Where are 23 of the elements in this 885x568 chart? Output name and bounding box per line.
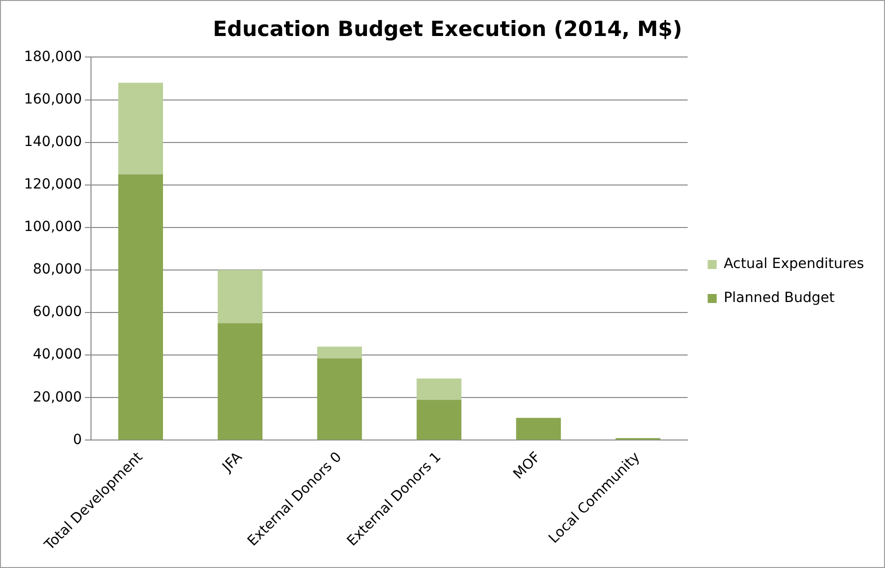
y-tick-label: 160,000 bbox=[24, 91, 82, 108]
y-tick-label: 120,000 bbox=[24, 176, 82, 193]
y-tick-label: 80,000 bbox=[32, 262, 82, 278]
bar bbox=[218, 270, 262, 324]
y-tick-label: 60,000 bbox=[32, 304, 82, 320]
legend-label: Actual Expenditures bbox=[724, 256, 864, 272]
y-tick-label: 180,000 bbox=[24, 48, 82, 65]
x-tick-label: JFA bbox=[218, 448, 246, 476]
bar bbox=[416, 400, 462, 440]
y-tick-label: 100,000 bbox=[24, 219, 82, 236]
y-tick-label: 20,000 bbox=[32, 389, 82, 406]
y-tick-label: 140,000 bbox=[24, 134, 82, 150]
bar bbox=[118, 174, 164, 440]
bar bbox=[317, 358, 362, 440]
bar bbox=[218, 323, 262, 440]
bar bbox=[516, 418, 561, 440]
bar bbox=[416, 378, 462, 400]
bar bbox=[118, 82, 164, 174]
legend-label: Planned Budget bbox=[724, 290, 836, 306]
y-tick-label: 40,000 bbox=[32, 346, 82, 363]
chart-title: Education Budget Execution (2014, M$) bbox=[212, 17, 682, 42]
bar bbox=[317, 346, 362, 358]
y-tick-label: 0 bbox=[72, 432, 82, 448]
